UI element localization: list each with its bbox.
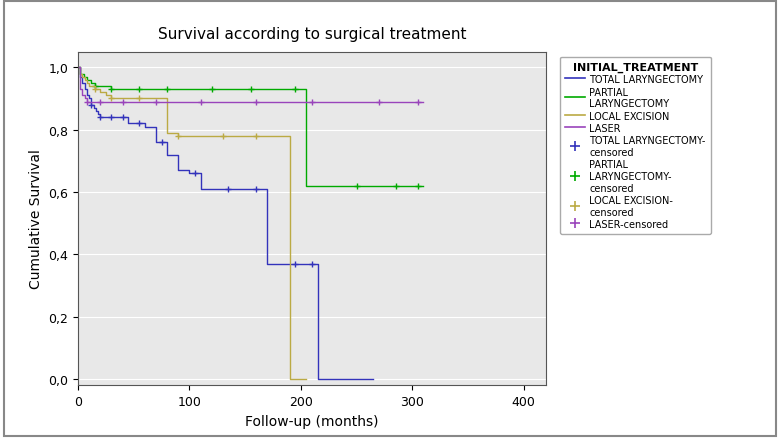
X-axis label: Follow-up (months): Follow-up (months): [245, 413, 379, 427]
Title: Survival according to surgical treatment: Survival according to surgical treatment: [158, 27, 466, 42]
Legend: TOTAL LARYNGECTOMY, PARTIAL
LARYNGECTOMY, LOCAL EXCISION, LASER, TOTAL LARYNGECT: TOTAL LARYNGECTOMY, PARTIAL LARYNGECTOMY…: [560, 57, 711, 234]
Y-axis label: Cumulative Survival: Cumulative Survival: [29, 149, 43, 289]
